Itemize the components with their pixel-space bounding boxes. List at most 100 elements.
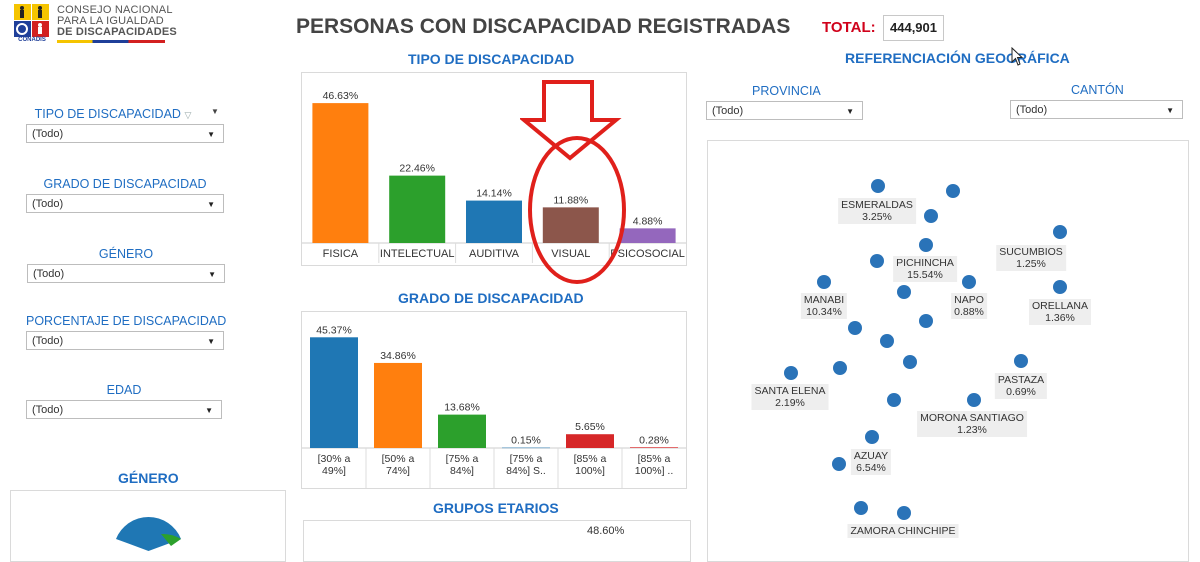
filter-select-genero[interactable]: (Todo) ▼ — [27, 264, 225, 283]
chevron-down-icon: ▼ — [208, 270, 216, 279]
chevron-down-icon: ▼ — [207, 337, 215, 346]
tick-label: [75% a — [446, 453, 479, 465]
province-marker[interactable] — [1014, 354, 1028, 368]
province-marker[interactable] — [919, 314, 933, 328]
tick-label: 84%] S.. — [506, 465, 546, 477]
chevron-down-icon: ▼ — [846, 107, 854, 116]
filter-select-grado[interactable]: (Todo) ▼ — [26, 194, 224, 213]
bar — [619, 228, 676, 243]
genero-pie — [116, 516, 181, 551]
province-marker[interactable] — [848, 321, 862, 335]
province-name: ORELLANA — [1031, 300, 1089, 312]
tick-label: 49%] — [322, 465, 346, 477]
tick-label: PSICOSOCIAL — [610, 248, 685, 260]
provincia-select[interactable]: (Todo) ▼ — [706, 101, 863, 120]
bar — [466, 200, 522, 243]
tick-label: INTELECTUAL — [380, 248, 455, 260]
province-marker[interactable] — [833, 361, 847, 375]
province-marker[interactable] — [871, 179, 885, 193]
province-percent: 3.25% — [862, 211, 892, 223]
data-label: 13.68% — [444, 402, 480, 414]
province-label: SUCUMBIOS 1.25% — [996, 245, 1066, 271]
flag-stripe — [57, 40, 165, 43]
tick-label: [85% a — [638, 453, 671, 465]
province-percent: 1.23% — [957, 424, 987, 436]
total-label: TOTAL: — [822, 19, 876, 36]
province-marker[interactable] — [924, 209, 938, 223]
mouse-cursor-icon — [1011, 47, 1024, 66]
province-marker[interactable] — [870, 254, 884, 268]
province-percent: 6.54% — [856, 462, 886, 474]
genero-pie-slice — [116, 516, 181, 551]
province-marker[interactable] — [897, 285, 911, 299]
annotation-overlay — [520, 80, 626, 284]
province-name: SUCUMBIOS — [999, 246, 1063, 258]
chart-grado-svg: 45.37% [30% a49%] 34.86% [50% a74%] 13.68% [7… — [302, 324, 686, 488]
province-marker[interactable] — [946, 184, 960, 198]
red-highlight-ellipse — [528, 136, 626, 284]
provincia-label: PROVINCIA — [752, 84, 821, 98]
tick-label: [75% a — [510, 453, 543, 465]
data-label: 11.88% — [553, 194, 588, 206]
bar — [310, 337, 358, 448]
bar — [542, 207, 599, 243]
filter-label-tipo-text: TIPO DE DISCAPACIDAD — [34, 107, 181, 121]
province-marker[interactable] — [880, 334, 894, 348]
province-marker[interactable] — [854, 501, 868, 515]
province-percent: 1.25% — [1016, 258, 1046, 270]
filter-select-grado-value: (Todo) — [32, 198, 64, 210]
bar — [438, 414, 486, 448]
province-label: MANABI 10.34% — [800, 293, 848, 319]
province-name: ZAMORA CHINCHIPE — [850, 525, 956, 537]
data-label: 22.46% — [399, 163, 435, 175]
page-title: PERSONAS CON DISCAPACIDAD REGISTRADAS — [296, 15, 791, 38]
province-marker[interactable] — [919, 238, 933, 252]
tick-label: AUDITIVA — [469, 248, 520, 260]
filter-select-tipo-value: (Todo) — [32, 128, 64, 140]
tick-label: FISICA — [323, 248, 359, 260]
provincia-select-value: (Todo) — [712, 105, 744, 117]
filter-label-edad: EDAD — [106, 383, 142, 397]
province-marker[interactable] — [967, 393, 981, 407]
tick-label: 84%] — [450, 465, 474, 477]
chart-grado-frame: 45.37% [30% a 49%] 34.86% [50% a 74%] 13.68% [7… — [301, 311, 687, 489]
canton-select-value: (Todo) — [1016, 104, 1048, 116]
chevron-down-icon: ▼ — [1166, 106, 1174, 115]
province-marker[interactable] — [1053, 280, 1067, 294]
data-label: 46.63% — [323, 90, 359, 102]
province-label: SANTA ELENA 2.19% — [751, 384, 829, 410]
bar — [630, 447, 678, 448]
canton-select[interactable]: (Todo) ▼ — [1010, 100, 1183, 119]
chart-grado-title: GRADO DE DISCAPACIDAD — [398, 290, 584, 306]
filter-select-porcentaje[interactable]: (Todo) ▼ — [26, 331, 224, 350]
filter-select-porcentaje-value: (Todo) — [32, 335, 64, 347]
filter-select-genero-value: (Todo) — [33, 268, 65, 280]
province-marker[interactable] — [903, 355, 917, 369]
province-name: ESMERALDAS — [841, 199, 913, 211]
chart-tipo-svg: 46.63% FISICA 22.46% INTELECTUAL 14.14% AUDIT… — [302, 90, 686, 263]
province-name: SANTA ELENA — [754, 385, 826, 397]
province-marker[interactable] — [784, 366, 798, 380]
tick-label: [50% a — [382, 453, 415, 465]
canton-label: CANTÓN — [1071, 83, 1124, 97]
filter-label-porcentaje: PORCENTAJE DE DISCAPACIDAD — [26, 314, 227, 328]
filter-label-grado: GRADO DE DISCAPACIDAD — [43, 177, 207, 191]
tick-label: 100%] .. — [635, 465, 674, 477]
filter-select-tipo[interactable]: (Todo) ▼ — [26, 124, 224, 143]
filter-select-edad[interactable]: (Todo) ▼ — [26, 400, 222, 419]
genero-panel — [10, 490, 286, 562]
tick-label: [85% a — [574, 453, 607, 465]
province-marker[interactable] — [1053, 225, 1067, 239]
data-label: 34.86% — [380, 350, 416, 362]
filter-menu-icon[interactable]: ▼ — [211, 107, 219, 116]
province-marker[interactable] — [887, 393, 901, 407]
province-marker[interactable] — [962, 275, 976, 289]
province-marker[interactable] — [817, 275, 831, 289]
province-marker[interactable] — [832, 457, 846, 471]
province-label: ORELLANA 1.36% — [1028, 299, 1092, 325]
province-label: ESMERALDAS 3.25% — [838, 198, 916, 224]
province-marker[interactable] — [865, 430, 879, 444]
province-marker[interactable] — [897, 506, 911, 520]
province-name: PASTAZA — [997, 374, 1045, 386]
filter-funnel-icon: ▽ — [184, 110, 192, 120]
